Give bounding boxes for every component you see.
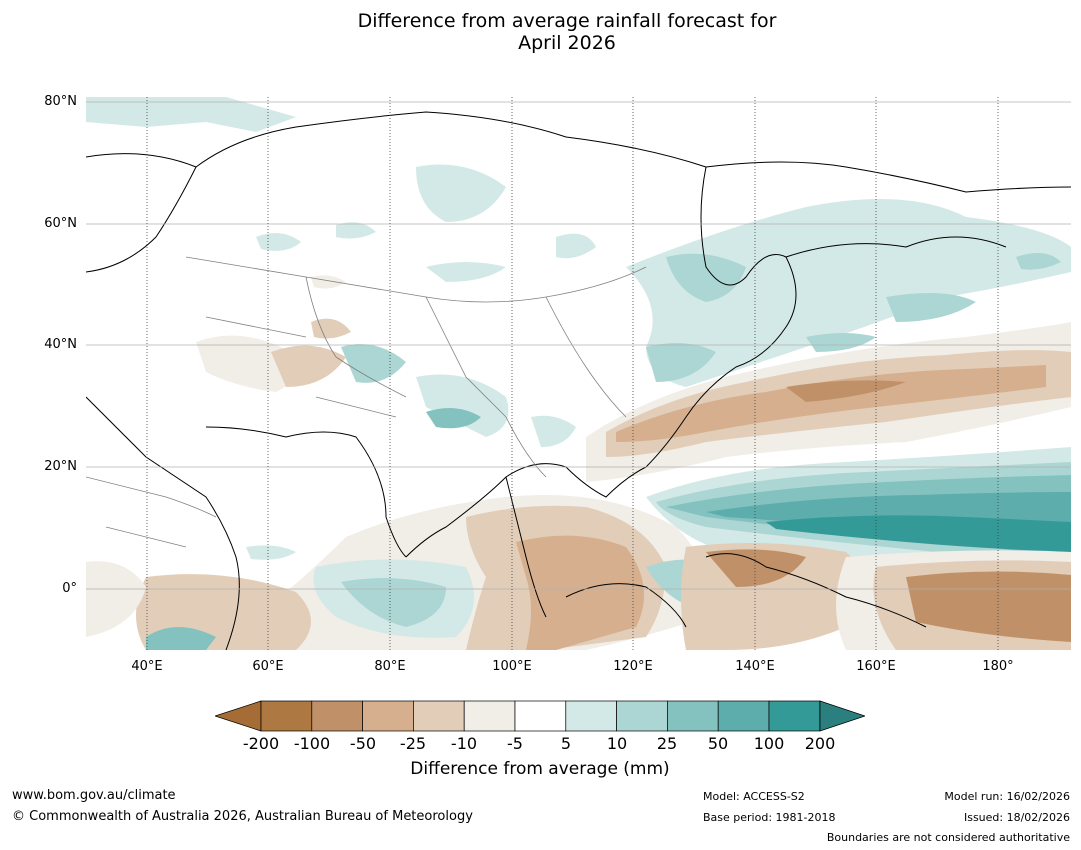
lon-label-120e: 120°E	[613, 659, 653, 674]
lon-label-40e: 40°E	[131, 659, 163, 674]
colorbar-tick-label: -25	[399, 734, 427, 753]
model-run-text: Model run: 16/02/2026	[944, 790, 1070, 803]
colorbar-tick-label: -200	[242, 734, 280, 753]
colorbar-box	[565, 700, 617, 732]
colorbar-high-extend	[819, 700, 865, 732]
model-text: Model: ACCESS-S2	[703, 790, 805, 803]
colorbar-box	[768, 700, 821, 732]
colorbar-box	[514, 700, 567, 732]
colorbar-box	[260, 700, 313, 732]
colorbar-tick-label: 200	[804, 734, 836, 753]
lat-label-equator: 0°	[62, 581, 77, 596]
copyright-text: © Commonwealth of Australia 2026, Austra…	[12, 809, 473, 824]
lon-label-180: 180°	[982, 659, 1014, 674]
colorbar-box	[717, 700, 770, 732]
lat-label-40n: 40°N	[44, 337, 77, 352]
colorbar-tick-label: 25	[656, 734, 678, 753]
meridians	[146, 97, 999, 650]
map-title-line1: Difference from average rainfall forecas…	[357, 10, 777, 32]
disclaimer-text: Boundaries are not considered authoritat…	[826, 831, 1070, 844]
colorbar-boxes	[260, 700, 821, 732]
website-text: www.bom.gov.au/climate	[12, 788, 176, 803]
country-borders	[86, 256, 647, 548]
colorbar-title: Difference from average (mm)	[410, 759, 670, 779]
colorbar-tick-label: -100	[293, 734, 331, 753]
colorbar-low-extend	[215, 700, 262, 732]
colorbar	[215, 700, 865, 732]
lat-label-80n: 80°N	[44, 94, 77, 109]
colorbar-tick-label: 10	[606, 734, 628, 753]
lon-label-80e: 80°E	[374, 659, 406, 674]
lon-label-160e: 160°E	[856, 659, 896, 674]
lat-label-60n: 60°N	[44, 216, 77, 231]
colorbar-box	[362, 700, 414, 732]
colorbar-tick-label: -10	[450, 734, 478, 753]
colorbar-tick-label: 50	[707, 734, 729, 753]
colorbar-tick-label: -5	[507, 734, 523, 753]
lon-label-100e: 100°E	[492, 659, 532, 674]
lat-label-20n: 20°N	[44, 459, 77, 474]
colorbar-tick-label: 100	[753, 734, 785, 753]
colorbar-box	[311, 700, 363, 732]
colorbar-box	[616, 700, 668, 732]
coastlines	[86, 111, 1071, 650]
issued-text: Issued: 18/02/2026	[963, 811, 1070, 824]
map-title-line2: April 2026	[518, 32, 616, 54]
lon-label-140e: 140°E	[735, 659, 775, 674]
colorbar-box	[667, 700, 719, 732]
colorbar-tick-label: 5	[560, 734, 572, 753]
graticule	[86, 101, 1071, 590]
colorbar-box	[413, 700, 465, 732]
base-period-text: Base period: 1981-2018	[703, 811, 836, 824]
map-title: Difference from average rainfall forecas…	[0, 10, 1081, 54]
rainfall-anomaly-map	[86, 97, 1071, 650]
lon-label-60e: 60°E	[252, 659, 284, 674]
colorbar-tick-label: -50	[349, 734, 377, 753]
colorbar-box	[463, 700, 516, 732]
